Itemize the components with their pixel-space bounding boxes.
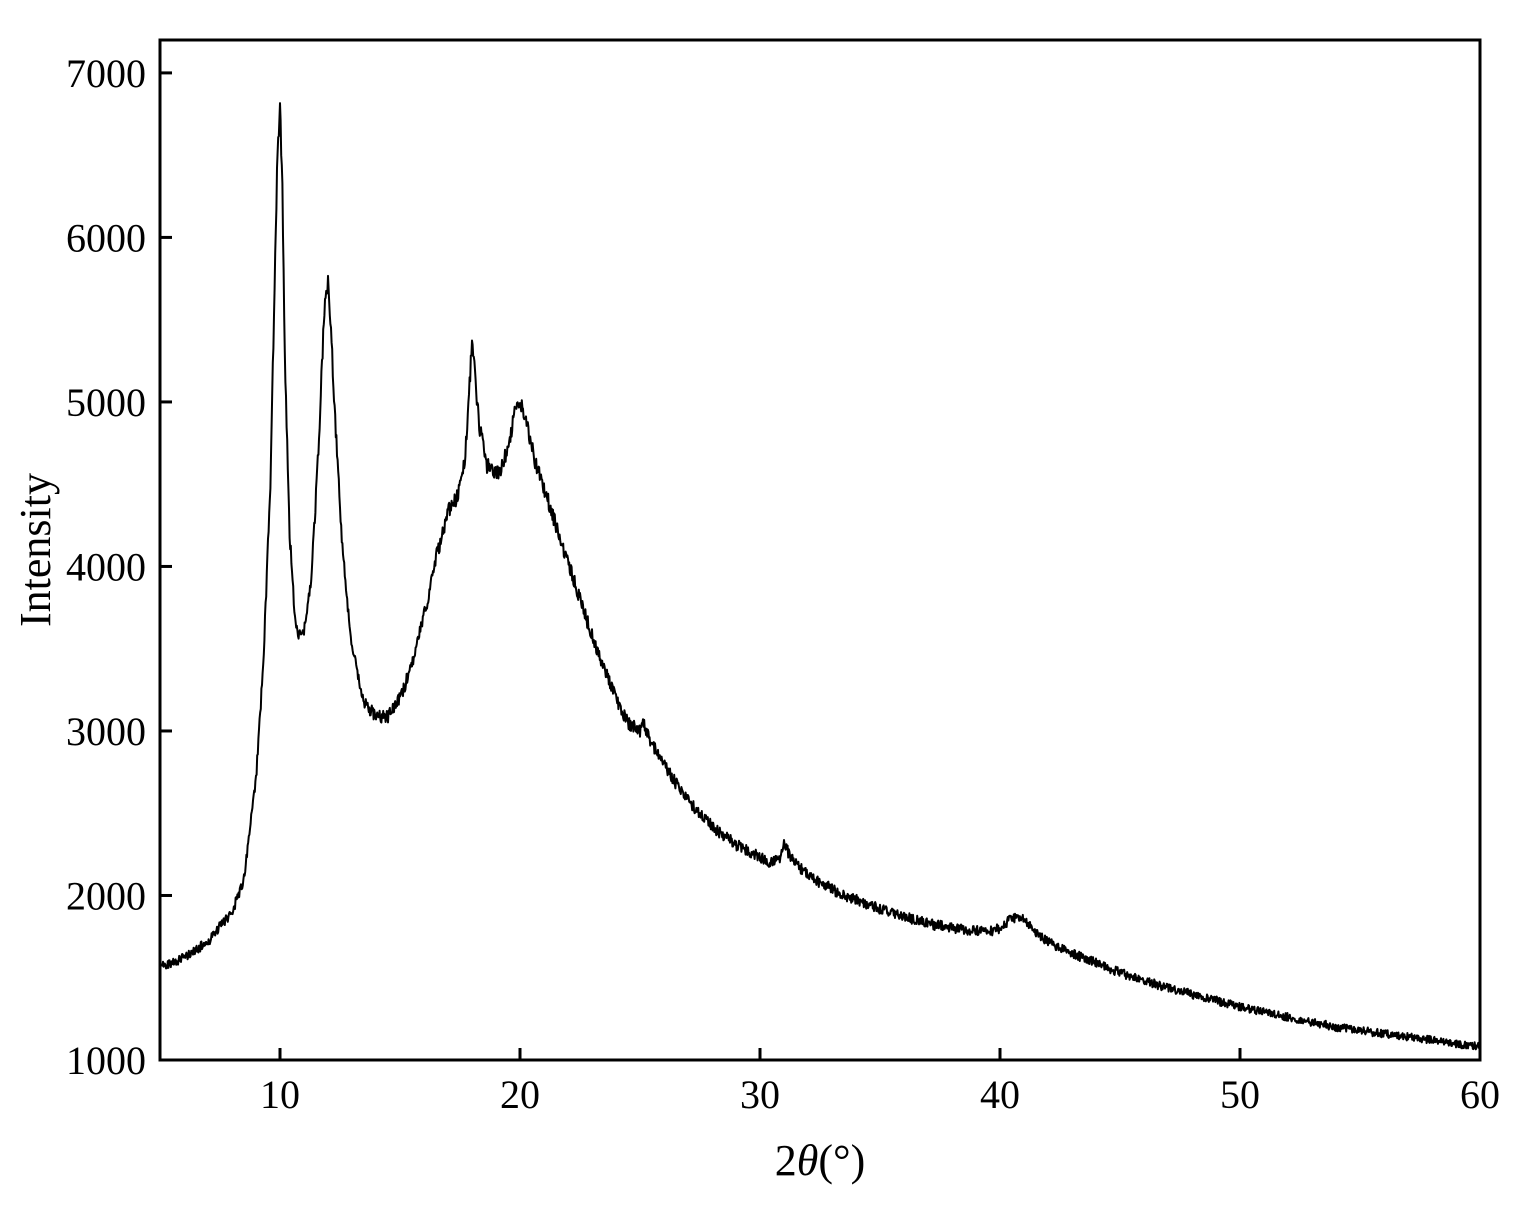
x-tick-label: 40	[980, 1072, 1020, 1117]
x-axis-label: 2θ(°)	[775, 1136, 866, 1185]
x-tick-label: 20	[500, 1072, 540, 1117]
y-tick-label: 4000	[66, 544, 146, 589]
y-axis-label: Intensity	[11, 473, 60, 627]
x-tick-label: 60	[1460, 1072, 1500, 1117]
xrd-chart: 10 20 30 40 50 60 1000 2000 3000 4000 5000 6000 7000…	[0, 0, 1533, 1220]
plot-frame	[160, 40, 1480, 1060]
y-tick-label: 6000	[66, 215, 146, 260]
y-tick-label: 5000	[66, 380, 146, 425]
chart-svg: 10 20 30 40 50 60 1000 2000 3000 4000 5000 6000 7000…	[0, 0, 1533, 1220]
y-tick-label: 1000	[66, 1038, 146, 1083]
x-tick-label: 30	[740, 1072, 780, 1117]
x-tick-label: 10	[260, 1072, 300, 1117]
y-tick-label: 2000	[66, 873, 146, 918]
y-tick-label: 7000	[66, 51, 146, 96]
x-tick-label: 50	[1220, 1072, 1260, 1117]
xrd-trace	[160, 103, 1480, 1049]
y-tick-label: 3000	[66, 709, 146, 754]
